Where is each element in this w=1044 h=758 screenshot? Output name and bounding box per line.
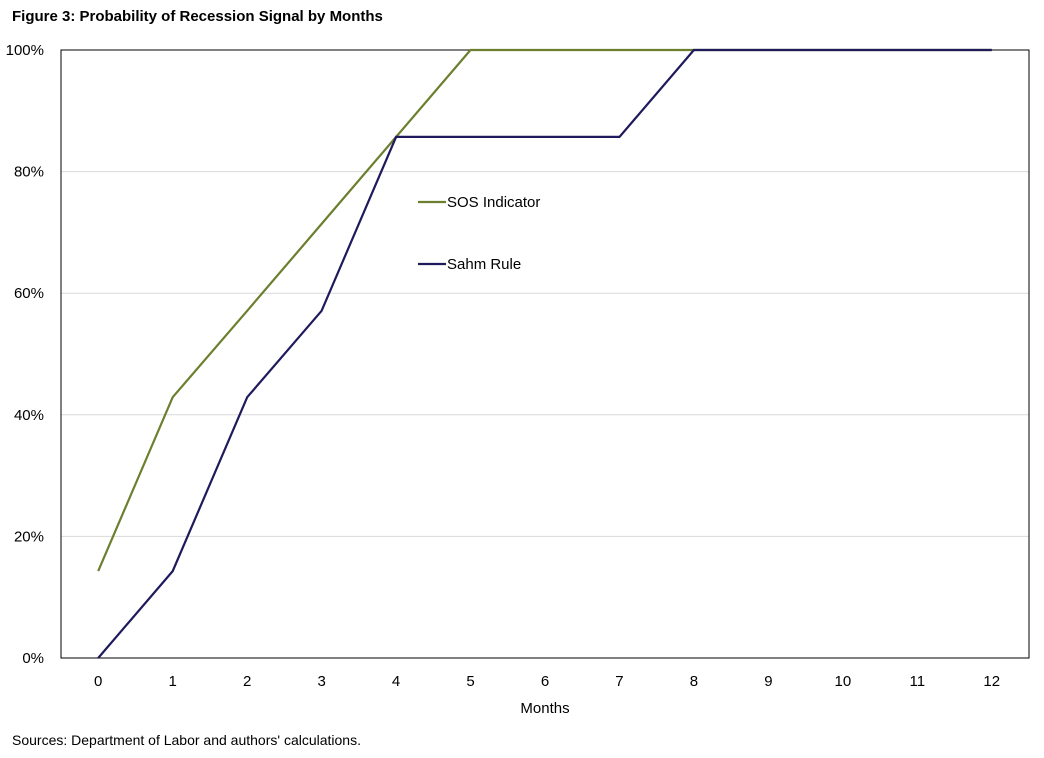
x-tick-label: 4: [392, 673, 400, 690]
x-tick-label: 12: [983, 673, 1000, 690]
legend-item: SOS Indicator: [418, 194, 540, 211]
y-tick-label: 20%: [14, 528, 44, 545]
legend-label: Sahm Rule: [447, 256, 521, 273]
x-tick-label: 8: [690, 673, 698, 690]
x-tick-label: 9: [764, 673, 772, 690]
gridlines: [61, 49, 1029, 659]
source-note: Sources: Department of Labor and authors…: [12, 732, 361, 748]
figure-title: Figure 3: Probability of Recession Signa…: [12, 8, 383, 25]
y-axis-ticks: 0% 20% 40% 60% 80% 100%: [6, 42, 44, 667]
x-axis-ticks: 0 1 2 3 4 5 6 7 8 9 10 11 12: [94, 673, 1000, 690]
x-tick-label: 10: [835, 673, 852, 690]
x-axis-label: Months: [520, 700, 569, 717]
x-tick-label: 2: [243, 673, 251, 690]
y-tick-label: 100%: [6, 42, 44, 59]
x-tick-label: 3: [317, 673, 325, 690]
x-tick-label: 7: [615, 673, 623, 690]
plot-area-frame: [60, 49, 1030, 659]
x-tick-label: 0: [94, 673, 102, 690]
series-line-sos-indicator: [97, 48, 992, 572]
series-line-sahm-rule: [97, 48, 992, 659]
y-tick-label: 40%: [14, 407, 44, 424]
x-tick-label: 1: [169, 673, 177, 690]
y-tick-label: 80%: [14, 164, 44, 181]
legend-item: Sahm Rule: [418, 256, 521, 273]
y-tick-label: 0%: [22, 650, 44, 667]
series-lines: [97, 48, 992, 659]
y-tick-label: 60%: [14, 285, 44, 302]
x-tick-label: 5: [466, 673, 474, 690]
legend: SOS Indicator Sahm Rule: [418, 194, 540, 273]
x-tick-label: 11: [910, 673, 926, 690]
x-tick-label: 6: [541, 673, 549, 690]
legend-label: SOS Indicator: [447, 194, 540, 211]
